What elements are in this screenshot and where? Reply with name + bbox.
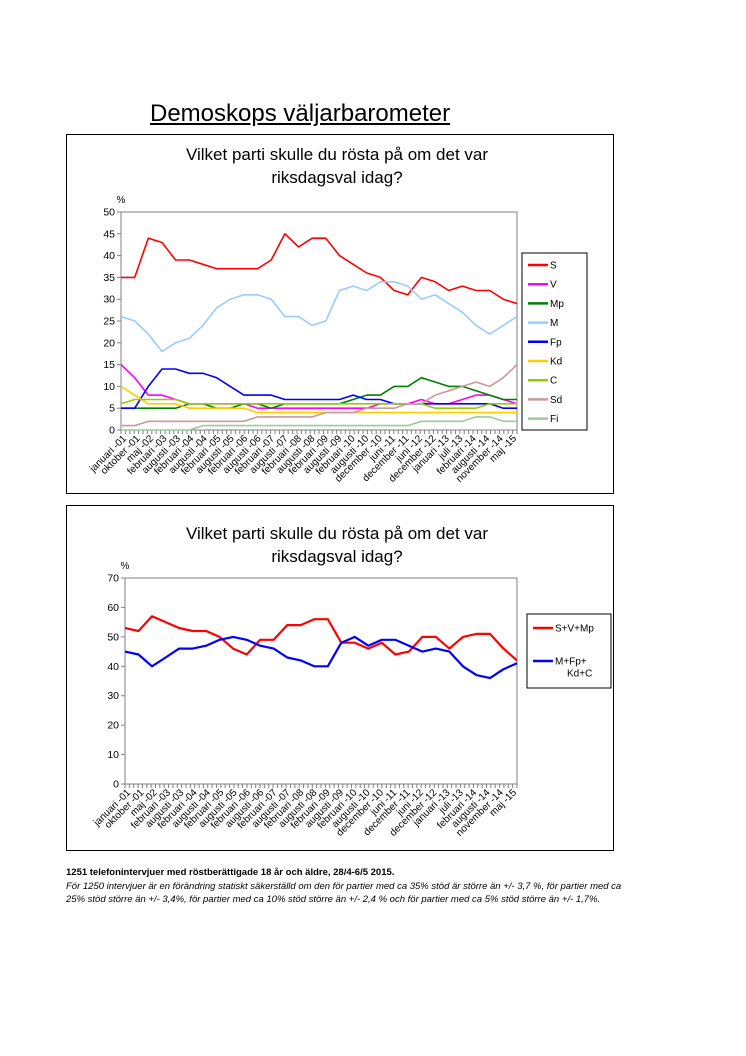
footnote-significance: För 1250 intervjuer är en förändring sta… [66, 880, 622, 906]
footnote: 1251 telefonintervjuer med röstberättiga… [66, 866, 626, 907]
y-tick-label: 25 [103, 316, 115, 328]
y-axis-label: % [121, 561, 130, 572]
legend-label: S+V+Mp [555, 624, 594, 635]
legend-label: Kd+C [567, 669, 592, 680]
y-tick-label: 40 [107, 661, 119, 673]
series-line-0 [121, 233, 518, 305]
y-tick-label: 10 [103, 381, 115, 393]
legend-label: Fp [550, 337, 562, 348]
chart-party-support-svg: Vilket parti skulle du rösta på om det v… [87, 145, 588, 485]
footnote-sample-info: 1251 telefonintervjuer med röstberättiga… [66, 867, 395, 878]
y-tick-label: 70 [107, 573, 119, 585]
y-tick-label: 15 [103, 359, 115, 371]
legend-label: Fi [550, 414, 558, 425]
legend-label: Mp [550, 299, 564, 310]
y-tick-label: 60 [107, 602, 119, 614]
y-tick-label: 20 [107, 720, 119, 732]
y-tick-label: 20 [103, 337, 115, 349]
y-tick-label: 30 [107, 690, 119, 702]
chart-party-support: Vilket parti skulle du rösta på om det v… [66, 134, 614, 494]
series-line-6 [120, 398, 517, 410]
y-tick-label: 5 [109, 403, 115, 415]
legend-label: Sd [550, 395, 562, 406]
page-title: Demoskops väljarbarometer [150, 100, 451, 127]
y-tick-label: 50 [103, 207, 115, 219]
legend-label: V [550, 280, 557, 291]
y-axis-label: % [117, 195, 126, 206]
legend-label: Kd [550, 357, 562, 368]
legend-label: S [550, 261, 557, 272]
chart-title-line: riksdagsval idag? [271, 547, 402, 566]
series-line-5 [120, 385, 517, 414]
y-tick-label: 40 [103, 250, 115, 262]
legend-label: M [550, 318, 558, 329]
chart-title-line: Vilket parti skulle du rösta på om det v… [186, 524, 488, 543]
series-line-1 [124, 635, 518, 680]
series-line-3 [120, 281, 518, 353]
plot-area [124, 577, 518, 785]
y-tick-label: 10 [107, 749, 119, 761]
chart-title-line: riksdagsval idag? [271, 168, 402, 187]
legend-label: C [550, 376, 557, 387]
series-line-4 [121, 368, 517, 410]
y-tick-label: 50 [107, 631, 119, 643]
plot-area [120, 211, 518, 431]
legend-box [526, 613, 612, 689]
y-tick-label: 35 [103, 272, 115, 284]
legend-label: M+Fp+ [555, 657, 587, 668]
series-line-0 [124, 615, 518, 662]
chart-bloc-support: Vilket parti skulle du rösta på om det v… [66, 505, 614, 851]
y-tick-label: 30 [103, 294, 115, 306]
series-line-8 [121, 416, 517, 431]
series-line-7 [121, 364, 518, 427]
y-tick-label: 0 [113, 779, 119, 791]
chart-bloc-support-svg: Vilket parti skulle du rösta på om det v… [91, 524, 612, 839]
y-tick-label: 45 [103, 228, 115, 240]
chart-title-line: Vilket parti skulle du rösta på om det v… [186, 145, 488, 164]
y-tick-label: 0 [109, 425, 115, 437]
